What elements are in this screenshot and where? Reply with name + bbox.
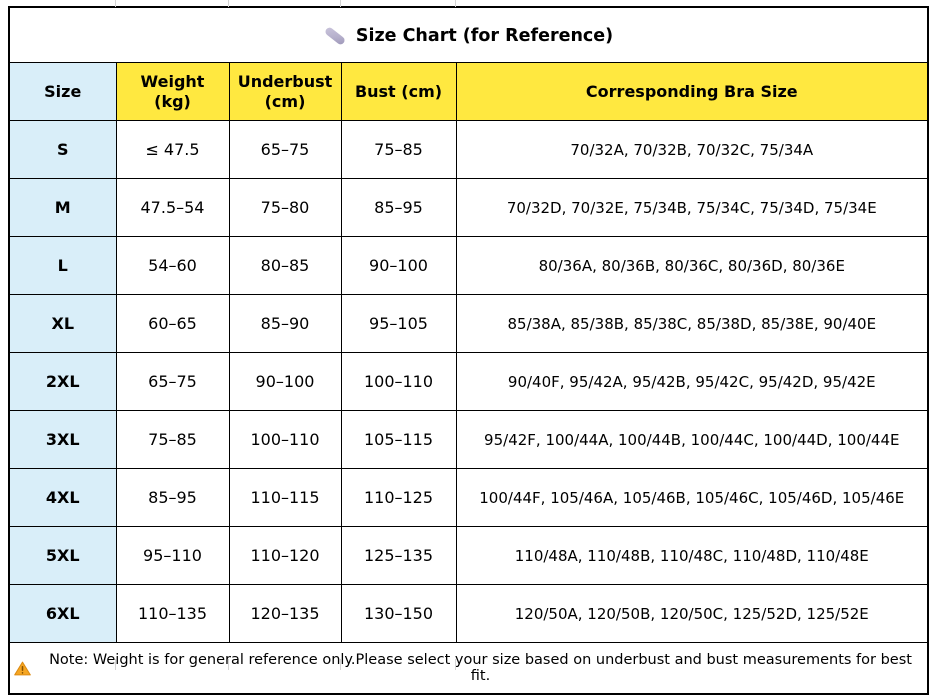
note-row: Note: Weight is for general reference on… <box>8 642 929 695</box>
table-row: L 54–60 80–85 90–100 80/36A, 80/36B, 80/36C,… <box>8 236 929 295</box>
spreadsheet-gridline <box>455 0 456 7</box>
underbust-cm-cell: 85–90 <box>228 294 342 353</box>
spreadsheet-gridline <box>115 0 116 7</box>
table-row: M 47.5–54 75–80 85–95 70/32D, 70/32E, 75/34B… <box>8 178 929 237</box>
underbust-cm-cell: 110–115 <box>228 468 342 527</box>
bust-cm-cell: 125–135 <box>340 526 457 585</box>
underbust-cm-cell: 120–135 <box>228 584 342 643</box>
spreadsheet-gridline <box>455 659 456 670</box>
bust-cm-cell: 105–115 <box>340 410 457 469</box>
bust-cm-cell: 95–105 <box>340 294 457 353</box>
size-cell: XL <box>8 294 117 353</box>
table-row: 5XL 95–110 110–120 125–135 110/48A, 110/48B,… <box>8 526 929 585</box>
column-header-4: Corresponding Bra Size <box>455 62 929 121</box>
bust-cm-cell: 85–95 <box>340 178 457 237</box>
weight-kg-cell: 54–60 <box>115 236 230 295</box>
underbust-cm-cell: 100–110 <box>228 410 342 469</box>
note-text: Note: Weight is for general reference on… <box>49 652 912 684</box>
bra-sizes-cell: 70/32A, 70/32B, 70/32C, 75/34A <box>455 120 929 179</box>
weight-kg-cell: 85–95 <box>115 468 230 527</box>
chart-title: Size Chart (for Reference) <box>355 25 614 46</box>
underbust-cm-cell: 110–120 <box>228 526 342 585</box>
table-row: XL 60–65 85–90 95–105 85/38A, 85/38B, 85/38C… <box>8 294 929 353</box>
title-row: Size Chart (for Reference) <box>8 6 929 63</box>
size-chart-table: Size Chart (for Reference) Size Weight (k… <box>8 6 930 695</box>
bra-sizes-cell: 80/36A, 80/36B, 80/36C, 80/36D, 80/36E <box>455 236 929 295</box>
size-cell: 3XL <box>8 410 117 469</box>
column-header-2: Underbust (cm) <box>228 62 342 121</box>
warning-icon <box>14 661 31 675</box>
bra-sizes-cell: 70/32D, 70/32E, 75/34B, 75/34C, 75/34D, … <box>455 178 929 237</box>
spreadsheet-gridline <box>340 659 341 670</box>
table-row: 2XL 65–75 90–100 100–110 90/40F, 95/42A, 95/… <box>8 352 929 411</box>
bust-cm-cell: 90–100 <box>340 236 457 295</box>
title-cell: Size Chart (for Reference) <box>8 6 929 63</box>
weight-kg-cell: 47.5–54 <box>115 178 230 237</box>
underbust-cm-cell: 75–80 <box>228 178 342 237</box>
bra-sizes-cell: 120/50A, 120/50B, 120/50C, 125/52D, 125/… <box>455 584 929 643</box>
weight-kg-cell: ≤ 47.5 <box>115 120 230 179</box>
table-row: 4XL 85–95 110–115 110–125 100/44F, 105/46A, … <box>8 468 929 527</box>
spreadsheet-gridline <box>228 0 229 7</box>
spreadsheet-gridline <box>340 0 341 7</box>
spreadsheet-gridline <box>115 659 116 670</box>
bra-sizes-cell: 90/40F, 95/42A, 95/42B, 95/42C, 95/42D, … <box>455 352 929 411</box>
note-cell: Note: Weight is for general reference on… <box>8 642 929 695</box>
bust-cm-cell: 130–150 <box>340 584 457 643</box>
size-cell: 2XL <box>8 352 117 411</box>
table-row: 6XL 110–135 120–135 130–150 120/50A, 120/50B… <box>8 584 929 643</box>
weight-kg-cell: 65–75 <box>115 352 230 411</box>
size-cell: 4XL <box>8 468 117 527</box>
table-row: S ≤ 47.5 65–75 75–85 70/32A, 70/32B, 70/32C,… <box>8 120 929 179</box>
weight-kg-cell: 110–135 <box>115 584 230 643</box>
underbust-cm-cell: 90–100 <box>228 352 342 411</box>
underbust-cm-cell: 65–75 <box>228 120 342 179</box>
column-header-3: Bust (cm) <box>340 62 457 121</box>
size-cell: 5XL <box>8 526 117 585</box>
underbust-cm-cell: 80–85 <box>228 236 342 295</box>
weight-kg-cell: 95–110 <box>115 526 230 585</box>
bra-sizes-cell: 110/48A, 110/48B, 110/48C, 110/48D, 110/… <box>455 526 929 585</box>
pencil-icon <box>323 25 346 46</box>
bust-cm-cell: 100–110 <box>340 352 457 411</box>
size-chart-image: Size Chart (for Reference) Size Weight (k… <box>8 0 930 695</box>
spreadsheet-gridline <box>228 659 229 670</box>
bust-cm-cell: 75–85 <box>340 120 457 179</box>
column-header-0: Size <box>8 62 117 121</box>
size-cell: L <box>8 236 117 295</box>
bra-sizes-cell: 100/44F, 105/46A, 105/46B, 105/46C, 105/… <box>455 468 929 527</box>
size-cell: 6XL <box>8 584 117 643</box>
weight-kg-cell: 75–85 <box>115 410 230 469</box>
size-cell: S <box>8 120 117 179</box>
table-row: 3XL 75–85 100–110 105–115 95/42F, 100/44A, 1… <box>8 410 929 469</box>
bust-cm-cell: 110–125 <box>340 468 457 527</box>
size-cell: M <box>8 178 117 237</box>
weight-kg-cell: 60–65 <box>115 294 230 353</box>
header-row: Size Weight (kg) Underbust (cm) Bust (cm) Co… <box>8 62 929 121</box>
bra-sizes-cell: 85/38A, 85/38B, 85/38C, 85/38D, 85/38E, … <box>455 294 929 353</box>
column-header-1: Weight (kg) <box>115 62 230 121</box>
bra-sizes-cell: 95/42F, 100/44A, 100/44B, 100/44C, 100/4… <box>455 410 929 469</box>
